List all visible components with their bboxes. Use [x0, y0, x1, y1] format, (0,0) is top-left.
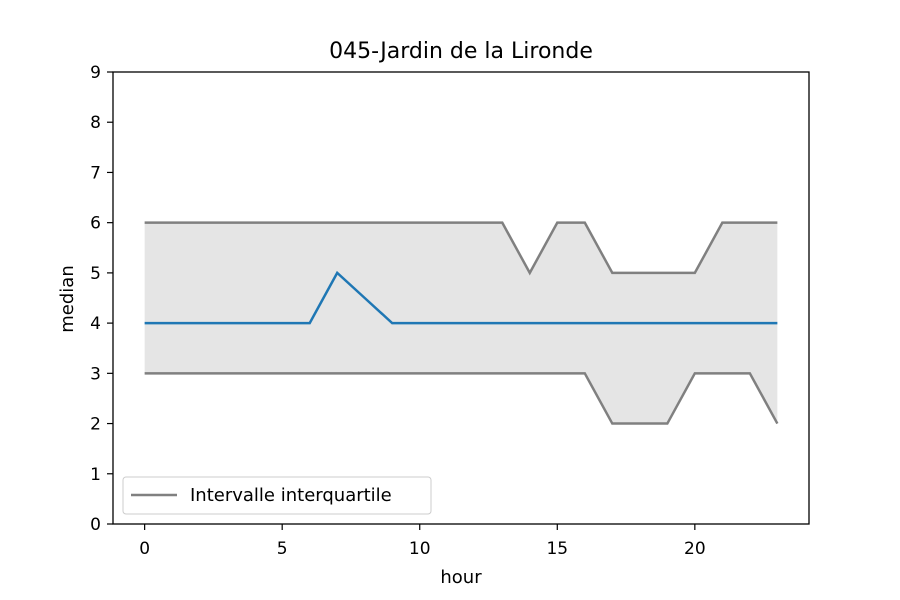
x-tick-label: 20	[684, 539, 706, 559]
y-tick-label: 8	[90, 113, 101, 133]
plot-area	[144, 221, 779, 425]
legend-box	[122, 476, 432, 515]
x-tick-label: 5	[277, 539, 288, 559]
y-tick-label: 4	[90, 314, 101, 334]
legend: Intervalle interquartile	[122, 476, 432, 515]
x-tick-label: 15	[546, 539, 568, 559]
y-axis-label: median	[57, 265, 78, 332]
y-tick-label: 3	[90, 364, 101, 384]
x-axis-label: hour	[440, 567, 482, 588]
legend-label-interquartile: Intervalle interquartile	[190, 485, 392, 506]
y-tick-label: 5	[90, 264, 101, 284]
y-tick-label: 0	[90, 515, 101, 535]
axis-ticks: 0 5 10 15 20 0 1 2 3 4 5 6 7 8 9	[90, 63, 705, 559]
y-tick-label: 6	[90, 214, 101, 234]
y-tick-label: 2	[90, 415, 101, 435]
x-tick-label: 0	[139, 539, 150, 559]
x-tick-label: 10	[409, 539, 431, 559]
chart-title: 045-Jardin de la Lironde	[329, 39, 593, 64]
y-tick-label: 1	[90, 465, 101, 485]
axes-frame	[112, 71, 810, 525]
y-tick-label: 9	[90, 63, 101, 83]
upper-quartile-line	[144, 221, 778, 276]
lower-quartile-line	[144, 372, 779, 425]
median-line	[144, 270, 778, 325]
y-tick-label: 7	[90, 163, 101, 183]
